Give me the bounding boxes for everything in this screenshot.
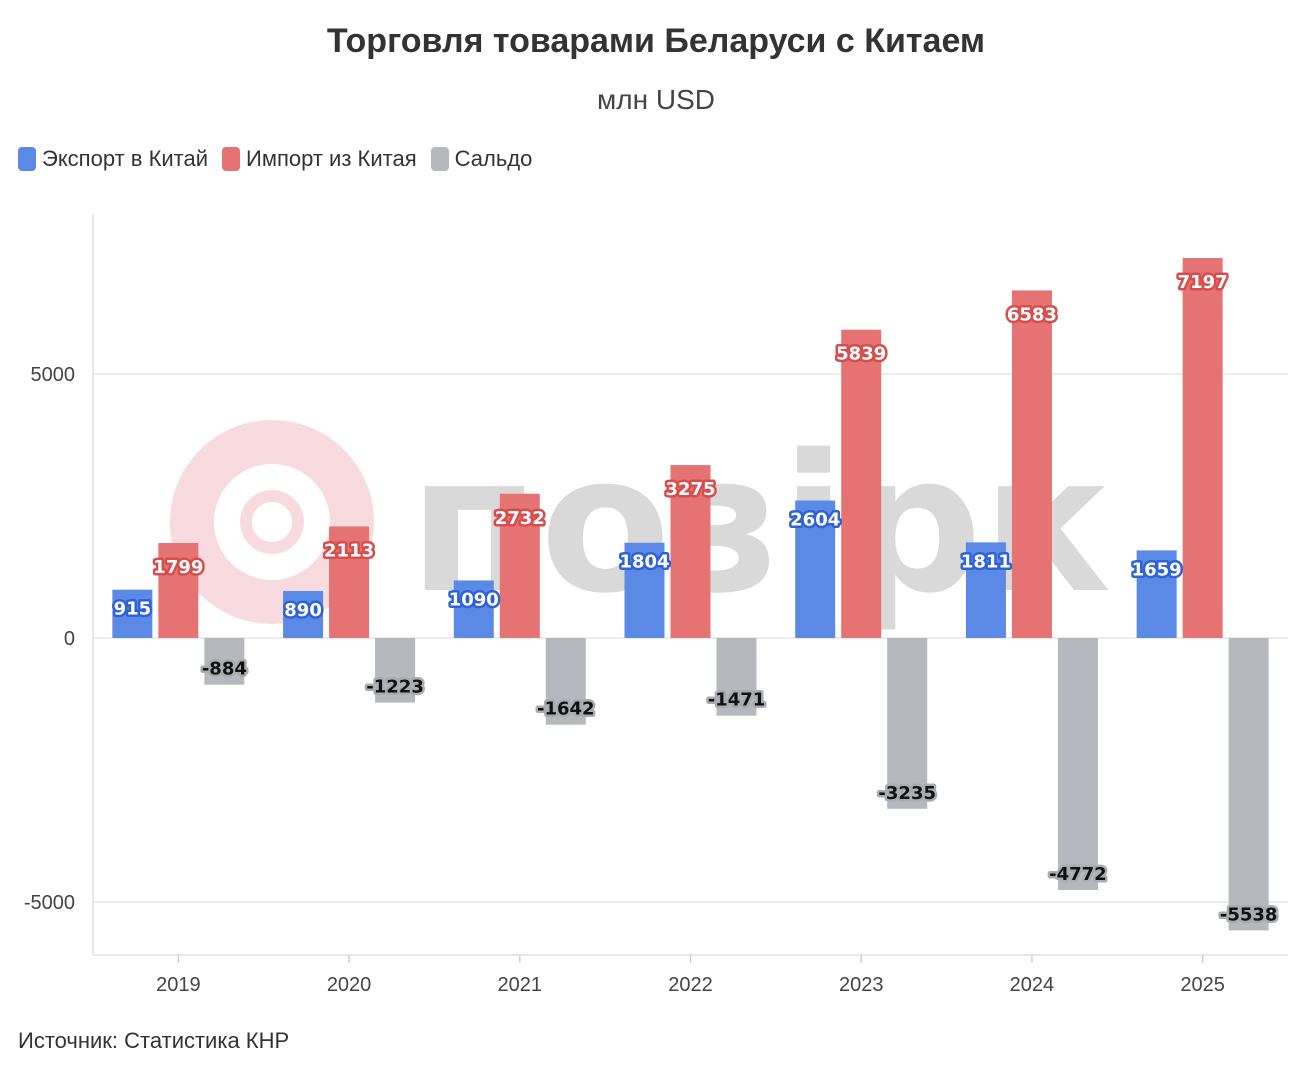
bar-export[interactable] [795,500,836,638]
data-label: 2604 [790,510,840,531]
bar-balance[interactable] [887,638,928,809]
data-label: 3275 [665,479,715,500]
data-label: -3235 [878,783,936,804]
data-label: 1811 [961,551,1011,572]
y-tick-label: -5000 [24,892,75,914]
watermark-logo-dot [240,490,304,554]
data-label: 1804 [619,552,669,573]
legend: Экспорт в Китай Импорт из Китая Сальдо [18,146,546,172]
legend-item-balance[interactable]: Сальдо [430,146,533,172]
source-note: Источник: Статистика КНР [18,1028,290,1053]
legend-label-import: Импорт из Китая [246,146,417,171]
legend-item-import[interactable]: Импорт из Китая [222,146,417,172]
data-label: 890 [284,600,322,621]
x-tick-label: 2019 [156,974,201,996]
data-label: 915 [114,599,152,620]
data-label: 2113 [324,540,374,561]
data-label: 5839 [836,344,886,365]
bar-export[interactable] [624,542,665,638]
x-tick-label: 2020 [327,974,372,996]
bar-balance[interactable] [1057,638,1098,890]
bar-export[interactable] [112,589,153,638]
legend-swatch-balance [430,147,449,171]
bar-import[interactable] [670,465,711,638]
bars [112,257,1269,931]
data-label: -4772 [1049,864,1107,885]
data-label: 6583 [1007,304,1057,325]
bar-balance[interactable] [545,638,586,725]
axes: 5000 0 -5000 2019 2020 2021 2022 2023 2024 2025 [24,214,1288,996]
bar-export[interactable] [965,542,1006,638]
x-tick-label: 2025 [1180,974,1225,996]
bar-import[interactable] [1182,257,1223,638]
legend-label-balance: Сальдо [454,146,533,171]
data-label: -884 [202,659,247,680]
bar-export[interactable] [283,591,324,638]
chart-title: Торговля товарами Беларуси с Китаем [326,22,986,60]
bar-export[interactable] [1136,550,1177,638]
bar-import[interactable] [499,493,540,638]
bar-balance[interactable] [375,638,416,703]
data-label: -1471 [708,690,766,711]
legend-swatch-import [222,147,241,171]
bar-balance[interactable] [716,638,757,716]
bar-import[interactable] [329,526,370,638]
bar-import[interactable] [158,543,199,638]
data-label: -1223 [366,677,424,698]
watermark-logo-ring [170,420,374,624]
x-tick-label: 2021 [498,974,543,996]
bar-import[interactable] [1011,290,1052,638]
legend-item-export[interactable]: Экспорт в Китай [18,146,208,172]
data-label: 1659 [1132,559,1182,580]
bar-balance[interactable] [1228,638,1269,931]
legend-swatch-export [18,147,36,171]
y-tick-label: 5000 [31,364,76,386]
data-label: 1799 [153,557,203,578]
data-label: -1642 [537,699,595,720]
bar-import[interactable] [841,329,882,638]
data-label: 7197 [1178,272,1228,293]
bar-balance[interactable] [204,638,245,685]
data-label: 2732 [495,508,545,529]
x-tick-label: 2022 [668,974,713,996]
legend-label-export: Экспорт в Китай [42,146,209,171]
data-label: -5538 [1220,904,1278,925]
x-tick-label: 2024 [1010,974,1055,996]
y-tick-label: 0 [64,628,75,650]
bar-export[interactable] [453,580,494,638]
x-tick-label: 2023 [839,974,884,996]
data-label: 1090 [449,589,499,610]
chart-subtitle: млн USD [597,84,715,115]
